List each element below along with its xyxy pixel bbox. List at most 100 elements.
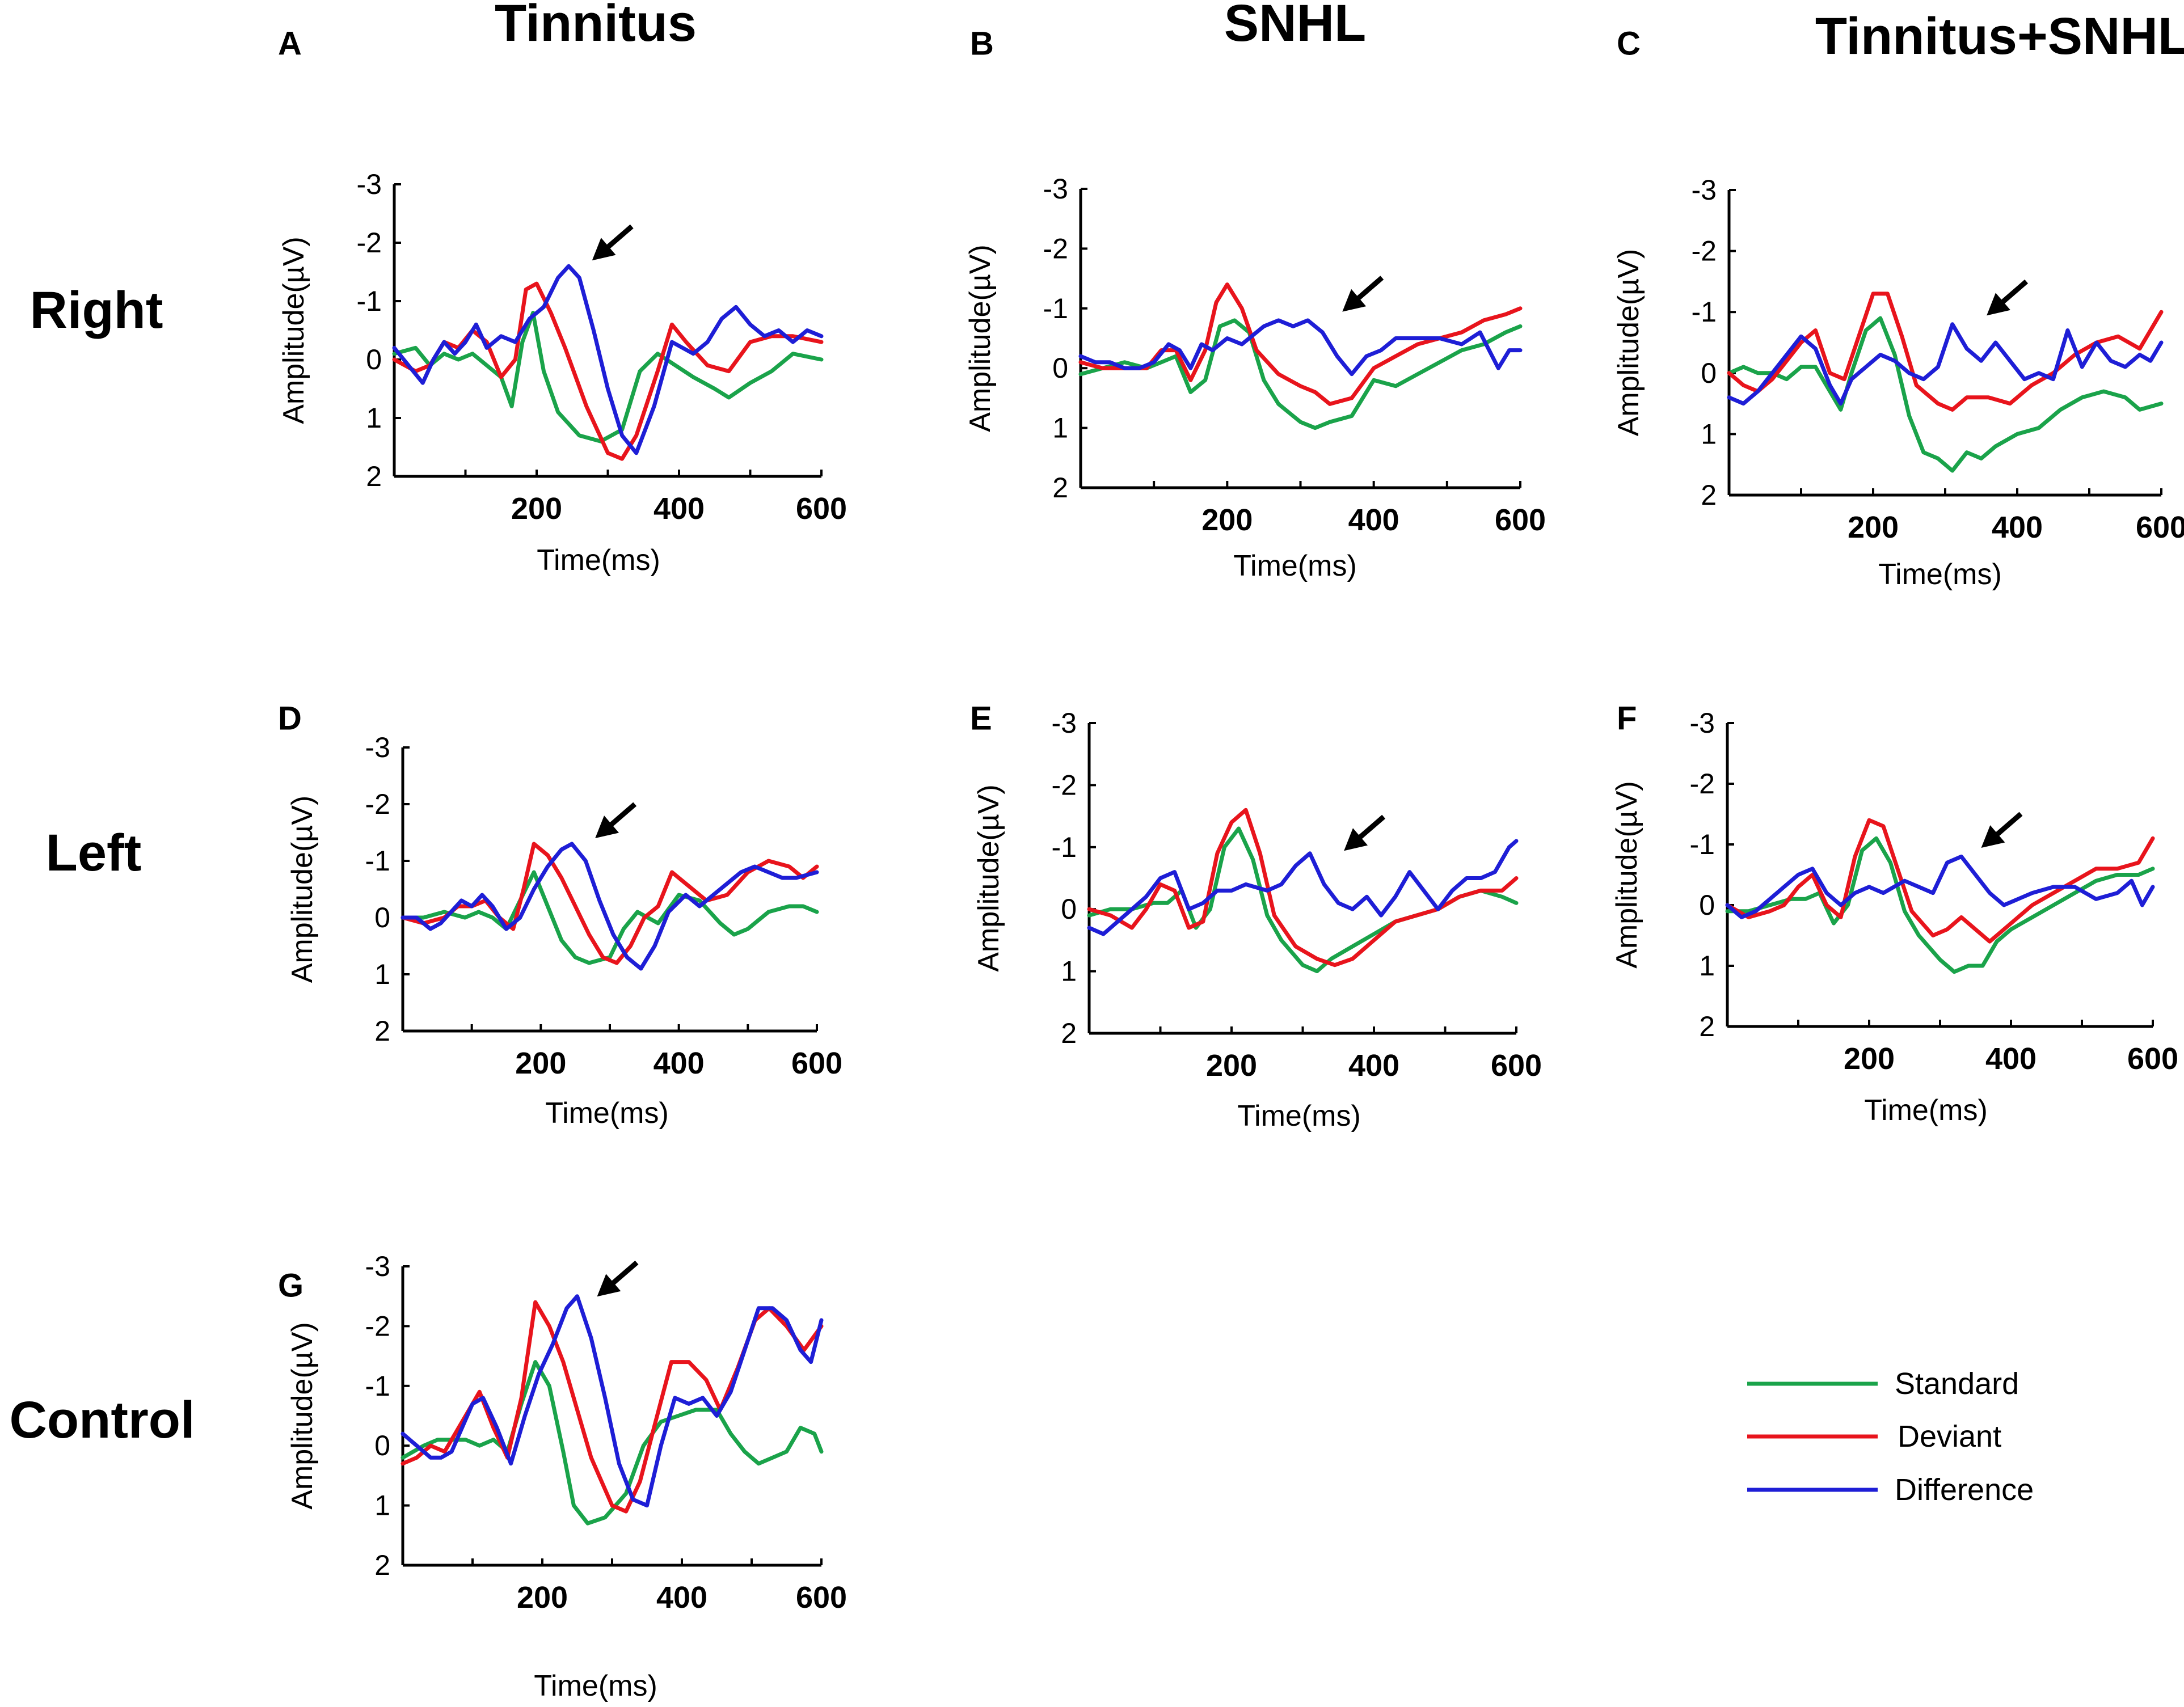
y-tick-label: 0 <box>366 344 382 375</box>
y-tick-label: -1 <box>365 845 390 877</box>
series-line-standard <box>400 1360 824 1526</box>
panel-letter-e: E <box>970 700 992 737</box>
x-tick-label: 400 <box>653 492 705 526</box>
x-tick-label: 400 <box>1992 510 2043 544</box>
arrow-head <box>1987 293 2010 316</box>
x-tick-label: 400 <box>1985 1042 2037 1076</box>
y-tick-label: 1 <box>1061 956 1077 987</box>
series-line-standard <box>400 870 819 965</box>
x-tick-label: 200 <box>1848 510 1899 544</box>
x-axis-label: Time(ms) <box>545 1097 669 1130</box>
chart-panel-c: C -3 -2 -1 0 1 2 200 400 600 Time(ms) Amplitude(µV) <box>1612 26 2184 591</box>
arrow-head <box>595 816 619 838</box>
peak-arrow-annotation <box>1344 814 1386 851</box>
y-tick-label: 2 <box>1061 1017 1077 1049</box>
series-line-difference <box>1087 839 1519 936</box>
panel-letter-g: G <box>278 1267 303 1304</box>
y-tick-label: -2 <box>365 1310 390 1342</box>
x-tick-label: 400 <box>1348 1049 1399 1083</box>
series-line-difference <box>392 264 824 455</box>
arrow-head <box>1342 289 1367 312</box>
y-tick-label: 2 <box>374 1549 390 1581</box>
legend: Standard Deviant Difference <box>1747 1367 2034 1507</box>
y-tick-label: 1 <box>366 402 382 434</box>
x-tick-label: 600 <box>791 1046 842 1080</box>
y-tick-label: 2 <box>1052 472 1068 504</box>
y-tick-label: 0 <box>1699 889 1715 921</box>
panel-letter-f: F <box>1617 700 1637 737</box>
series-line-standard <box>1078 318 1523 430</box>
y-tick-label: -1 <box>1690 829 1715 860</box>
y-tick-label: -2 <box>1690 768 1715 800</box>
x-axis-label: Time(ms) <box>1878 558 2002 591</box>
panel-letter-b: B <box>970 26 994 62</box>
x-tick-label: 200 <box>1206 1049 1257 1083</box>
series-line-difference <box>1727 322 2164 406</box>
row-title-right: Right <box>29 281 163 339</box>
y-tick-label: 0 <box>1701 357 1717 389</box>
y-tick-label: 0 <box>374 902 390 933</box>
y-tick-label: -3 <box>1052 707 1077 739</box>
y-tick-label: 2 <box>366 460 382 492</box>
x-tick-label: 600 <box>2136 510 2184 544</box>
chart-panel-g: G -3 -2 -1 0 1 2 200 400 600 Time(ms) Amplitude(µV) <box>278 1250 847 1702</box>
series-line-difference <box>1725 854 2155 919</box>
x-axis-label: Time(ms) <box>1233 550 1357 582</box>
x-tick-label: 600 <box>1495 503 1546 537</box>
chart-panel-a: A -3 -2 -1 0 1 2 200 400 600 Time(ms) Amplitude(µV) <box>277 26 847 577</box>
y-axis-label: Amplitude(µV) <box>286 796 319 983</box>
series-line-deviant <box>1727 291 2164 412</box>
y-axis-label: Amplitude(µV) <box>286 1322 319 1510</box>
legend-label-difference: Difference <box>1895 1473 2034 1507</box>
series-line-deviant <box>1725 818 2155 944</box>
series-line-deviant <box>400 1300 824 1514</box>
panel-letter-a: A <box>278 26 302 62</box>
x-tick-label: 200 <box>515 1046 566 1080</box>
y-tick-label: 0 <box>374 1430 390 1461</box>
x-axis-label: Time(ms) <box>1237 1100 1361 1133</box>
arrow-head <box>1344 828 1368 851</box>
series-line-difference <box>400 842 819 971</box>
column-title-tinnitus: Tinnitus <box>495 0 697 52</box>
y-axis-label: Amplitude(µV) <box>972 784 1005 972</box>
chart-panel-e: E -3 -2 -1 0 1 2 200 400 600 Time(ms) Amplitude(µV) <box>970 700 1542 1133</box>
series-line-standard <box>392 311 824 443</box>
x-tick-label: 400 <box>656 1581 707 1615</box>
y-axis-label: Amplitude(µV) <box>1610 781 1643 969</box>
x-axis-label: Time(ms) <box>534 1670 657 1702</box>
legend-label-standard: Standard <box>1895 1367 2019 1401</box>
series-line-standard <box>1725 836 2155 974</box>
y-tick-label: -3 <box>1690 707 1715 739</box>
y-tick-label: -1 <box>1043 293 1068 324</box>
y-axis-label: Amplitude(µV) <box>1612 249 1645 437</box>
x-tick-label: 400 <box>1348 503 1399 537</box>
y-tick-label: -3 <box>1692 174 1717 206</box>
x-tick-label: 200 <box>517 1581 568 1615</box>
x-tick-label: 200 <box>1844 1042 1895 1076</box>
chart-panel-b: B -3 -2 -1 0 1 2 200 400 600 Time(ms) Amplitude(µV) <box>964 26 1546 582</box>
column-title-snhl: SNHL <box>1224 0 1366 52</box>
y-tick-label: -1 <box>357 285 382 317</box>
x-axis-label: Time(ms) <box>1864 1094 1988 1127</box>
y-tick-label: 2 <box>1699 1011 1715 1042</box>
peak-arrow-annotation <box>1342 276 1384 312</box>
y-tick-label: 2 <box>1701 479 1717 511</box>
y-tick-label: -1 <box>365 1370 390 1402</box>
y-tick-label: -3 <box>365 1250 390 1282</box>
series-line-difference <box>1078 318 1523 377</box>
x-tick-label: 600 <box>1491 1049 1542 1083</box>
arrow-head <box>597 1274 621 1297</box>
y-tick-label: -3 <box>365 732 390 763</box>
panel-letter-d: D <box>278 700 302 737</box>
arrow-head <box>592 238 616 261</box>
series-line-difference <box>400 1294 824 1508</box>
y-tick-label: 1 <box>1701 418 1717 450</box>
y-tick-label: -1 <box>1052 831 1077 863</box>
y-tick-label: -2 <box>1043 233 1068 264</box>
y-axis-label: Amplitude(µV) <box>277 236 310 424</box>
y-tick-label: -3 <box>1043 173 1068 205</box>
y-tick-label: -1 <box>1692 296 1717 328</box>
x-axis-label: Time(ms) <box>537 544 660 577</box>
peak-arrow-annotation <box>597 1260 639 1297</box>
